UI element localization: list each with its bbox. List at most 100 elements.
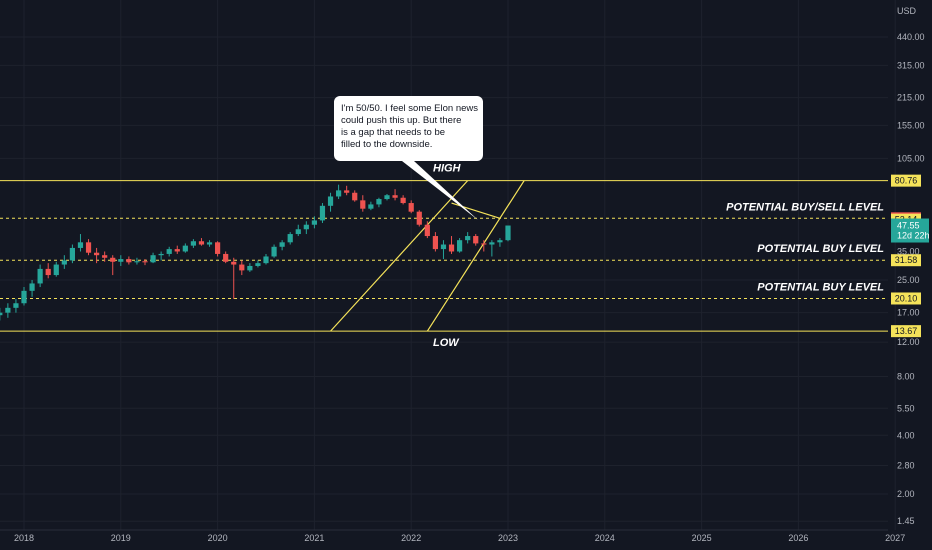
candle [150,252,156,264]
y-tick-label: 440.00 [897,32,925,42]
candle-body [174,249,180,252]
candle-body [271,246,277,257]
candle [126,256,132,265]
y-tick-label-partial: 35.00 [897,246,920,256]
x-tick-label: 2025 [692,533,712,543]
channel-line [330,180,469,332]
candle-body [13,303,19,308]
candle [505,225,511,242]
candle [110,255,116,276]
y-tick-label: 12.00 [897,337,920,347]
candle [271,244,277,258]
time-axis[interactable]: 2018 2019 2020 2021 2022 2023 2024 2025 2026 2027 [0,529,905,543]
y-tick-label: 17.00 [897,308,920,318]
candle [53,261,59,277]
candle-body [287,234,293,243]
callout-pointer [402,161,478,220]
candle [5,303,11,318]
candle [416,210,422,227]
channel-line [426,180,525,332]
candle-body [198,241,205,245]
candle-body [21,290,27,304]
x-tick-label: 2022 [401,533,421,543]
level-tag: 80.76 [895,176,918,186]
candle-body [206,242,213,245]
candle [69,244,75,264]
candle-body [473,236,479,244]
y-tick-label: 4.00 [897,430,915,440]
candle-body [392,195,398,198]
level-label: POTENTIAL BUY LEVEL [757,243,884,255]
candle-body [344,190,350,193]
candle-body [505,225,511,241]
high-label: HIGH [433,163,462,175]
y-tick-label: 2.80 [897,460,915,470]
candle-body [0,312,3,316]
candle [182,243,188,253]
candle [432,232,438,252]
candle-body [223,253,229,262]
candle-body [182,245,188,252]
candle-body [53,264,59,276]
candles[interactable] [0,184,511,321]
candle-body [424,224,430,237]
level-tag-box [891,325,921,338]
candle-body [158,253,164,256]
candle [29,279,35,297]
candle [344,185,350,196]
candle [424,221,430,239]
candle-body [247,265,253,271]
candle [448,236,455,254]
candle [21,287,27,306]
candle [295,224,301,237]
candle-body [110,257,116,262]
x-tick-label: 2027 [885,533,905,543]
level-tag: 20.10 [895,293,918,303]
candle [102,251,108,262]
candle-body [77,242,84,248]
candle-body [440,244,447,250]
x-tick-label: 2026 [788,533,808,543]
callout-line: could push this up. But there [341,115,461,126]
candle-body [69,247,75,261]
candle-body [400,197,406,204]
candle [174,245,180,254]
price-axis[interactable]: USD 440.00 315.00 215.00 155.00 105.00 25.00 1… [897,6,925,526]
candle-body [190,241,196,246]
candle-body [102,255,108,258]
callout-line: I'm 50/50. I feel some Elon news [341,103,478,114]
y-tick-label: 2.00 [897,489,915,499]
x-tick-label: 2020 [208,533,228,543]
candle [481,240,487,252]
candle [311,216,317,229]
candle-body [5,307,11,313]
low-label: LOW [433,337,460,349]
candle-body [465,236,471,241]
y-tick-label: 155.00 [897,120,925,130]
candle-body [118,259,124,262]
candle-body [150,255,156,263]
candle [239,260,245,276]
candle [190,239,196,248]
horizontal-levels[interactable] [0,180,888,332]
candle [223,251,229,264]
candle [336,184,342,200]
callout-line: is a gap that needs to be [341,127,445,138]
level-tag-box [891,254,921,267]
candle-body [432,236,438,250]
candle-body [142,261,148,263]
candle [13,298,19,313]
candle [231,257,237,299]
candle [473,234,479,246]
candle-body [489,242,495,245]
y-tick-label: 315.00 [897,60,925,70]
level-tag: 13.67 [895,326,918,336]
candle [166,246,172,257]
y-tick-label: 215.00 [897,93,925,103]
x-tick-label: 2024 [595,533,615,543]
candle-body [231,261,237,265]
candle [400,195,406,205]
